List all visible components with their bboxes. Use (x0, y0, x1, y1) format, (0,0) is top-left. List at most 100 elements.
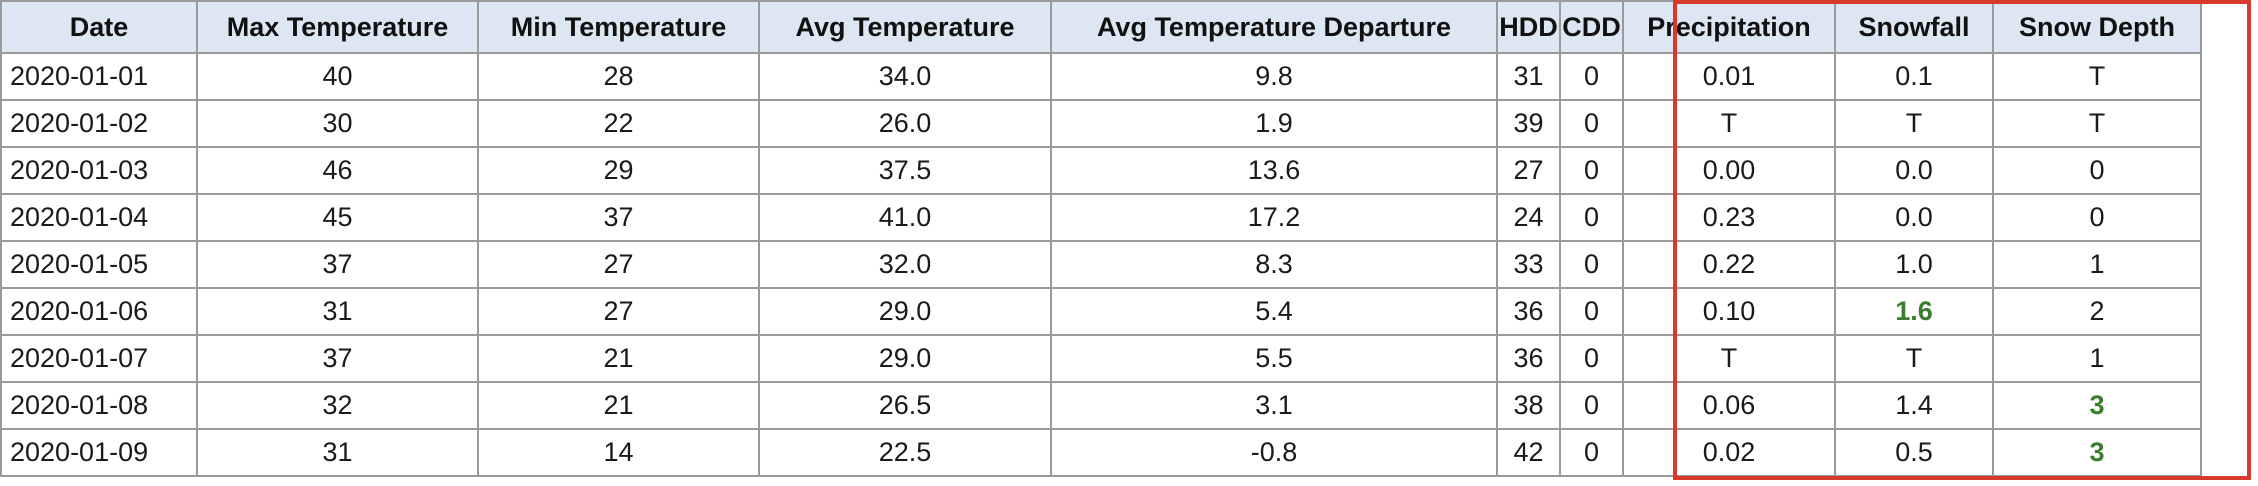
cell-date: 2020-01-07 (0, 334, 198, 383)
cell-hdd: 38 (1496, 381, 1561, 430)
cell-avg-temperature-departure: 3.1 (1050, 381, 1498, 430)
table-row: 2020-01-02 30 22 26.0 1.9 39 0 T T T (0, 99, 2202, 148)
cell-snowfall-highlighted: 1.6 (1834, 287, 1994, 336)
cell-cdd: 0 (1559, 240, 1624, 289)
cell-snow-depth-highlighted: 3 (1992, 428, 2202, 477)
cell-date: 2020-01-08 (0, 381, 198, 430)
cell-min-temperature: 21 (477, 334, 760, 383)
cell-hdd: 39 (1496, 99, 1561, 148)
cell-avg-temperature-departure: 5.5 (1050, 334, 1498, 383)
cell-cdd: 0 (1559, 287, 1624, 336)
cell-cdd: 0 (1559, 193, 1624, 242)
cell-precipitation: T (1622, 99, 1836, 148)
cell-date: 2020-01-01 (0, 52, 198, 101)
cell-max-temperature: 40 (196, 52, 479, 101)
cell-max-temperature: 37 (196, 334, 479, 383)
cell-avg-temperature: 26.5 (758, 381, 1052, 430)
table-row: 2020-01-04 45 37 41.0 17.2 24 0 0.23 0.0… (0, 193, 2202, 242)
cell-min-temperature: 28 (477, 52, 760, 101)
climate-data-table: Date Max Temperature Min Temperature Avg… (0, 0, 2202, 477)
header-avg-temperature[interactable]: Avg Temperature (758, 0, 1052, 54)
table-row: 2020-01-01 40 28 34.0 9.8 31 0 0.01 0.1 … (0, 52, 2202, 101)
header-snow-depth[interactable]: Snow Depth (1992, 0, 2202, 54)
cell-avg-temperature: 41.0 (758, 193, 1052, 242)
cell-snow-depth: T (1992, 52, 2202, 101)
cell-avg-temperature: 22.5 (758, 428, 1052, 477)
cell-avg-temperature-departure: 8.3 (1050, 240, 1498, 289)
cell-avg-temperature: 34.0 (758, 52, 1052, 101)
cell-max-temperature: 31 (196, 287, 479, 336)
cell-cdd: 0 (1559, 334, 1624, 383)
cell-snow-depth: 0 (1992, 146, 2202, 195)
cell-avg-temperature-departure: -0.8 (1050, 428, 1498, 477)
table-header-row: Date Max Temperature Min Temperature Avg… (0, 0, 2202, 54)
cell-hdd: 36 (1496, 287, 1561, 336)
cell-avg-temperature-departure: 17.2 (1050, 193, 1498, 242)
cell-snowfall: 1.4 (1834, 381, 1994, 430)
cell-snow-depth: 1 (1992, 334, 2202, 383)
cell-avg-temperature: 32.0 (758, 240, 1052, 289)
cell-min-temperature: 27 (477, 287, 760, 336)
cell-precipitation: 0.23 (1622, 193, 1836, 242)
table-row: 2020-01-05 37 27 32.0 8.3 33 0 0.22 1.0 … (0, 240, 2202, 289)
cell-max-temperature: 37 (196, 240, 479, 289)
cell-precipitation: 0.01 (1622, 52, 1836, 101)
cell-cdd: 0 (1559, 381, 1624, 430)
cell-snowfall: 0.0 (1834, 193, 1994, 242)
cell-avg-temperature-departure: 1.9 (1050, 99, 1498, 148)
header-max-temperature[interactable]: Max Temperature (196, 0, 479, 54)
header-min-temperature[interactable]: Min Temperature (477, 0, 760, 54)
table-row: 2020-01-07 37 21 29.0 5.5 36 0 T T 1 (0, 334, 2202, 383)
cell-snow-depth: 0 (1992, 193, 2202, 242)
cell-precipitation: 0.00 (1622, 146, 1836, 195)
cell-min-temperature: 29 (477, 146, 760, 195)
cell-min-temperature: 21 (477, 381, 760, 430)
cell-precipitation: 0.22 (1622, 240, 1836, 289)
cell-snowfall: T (1834, 99, 1994, 148)
header-date[interactable]: Date (0, 0, 198, 54)
cell-date: 2020-01-05 (0, 240, 198, 289)
cell-cdd: 0 (1559, 52, 1624, 101)
cell-date: 2020-01-04 (0, 193, 198, 242)
cell-max-temperature: 31 (196, 428, 479, 477)
cell-cdd: 0 (1559, 428, 1624, 477)
cell-snow-depth: 1 (1992, 240, 2202, 289)
cell-min-temperature: 37 (477, 193, 760, 242)
cell-avg-temperature-departure: 9.8 (1050, 52, 1498, 101)
cell-date: 2020-01-06 (0, 287, 198, 336)
cell-snow-depth: 2 (1992, 287, 2202, 336)
header-precipitation[interactable]: Precipitation (1622, 0, 1836, 54)
cell-snow-depth-highlighted: 3 (1992, 381, 2202, 430)
cell-cdd: 0 (1559, 146, 1624, 195)
cell-avg-temperature: 29.0 (758, 287, 1052, 336)
cell-avg-temperature: 37.5 (758, 146, 1052, 195)
cell-max-temperature: 45 (196, 193, 479, 242)
cell-hdd: 42 (1496, 428, 1561, 477)
header-snowfall[interactable]: Snowfall (1834, 0, 1994, 54)
cell-snowfall: 0.0 (1834, 146, 1994, 195)
cell-hdd: 33 (1496, 240, 1561, 289)
cell-precipitation: T (1622, 334, 1836, 383)
cell-avg-temperature-departure: 13.6 (1050, 146, 1498, 195)
cell-precipitation: 0.02 (1622, 428, 1836, 477)
table-row: 2020-01-03 46 29 37.5 13.6 27 0 0.00 0.0… (0, 146, 2202, 195)
header-cdd[interactable]: CDD (1559, 0, 1624, 54)
cell-hdd: 31 (1496, 52, 1561, 101)
cell-date: 2020-01-09 (0, 428, 198, 477)
table-row: 2020-01-08 32 21 26.5 3.1 38 0 0.06 1.4 … (0, 381, 2202, 430)
cell-snowfall: 0.5 (1834, 428, 1994, 477)
cell-max-temperature: 30 (196, 99, 479, 148)
cell-avg-temperature: 26.0 (758, 99, 1052, 148)
cell-avg-temperature-departure: 5.4 (1050, 287, 1498, 336)
cell-date: 2020-01-03 (0, 146, 198, 195)
header-avg-temperature-departure[interactable]: Avg Temperature Departure (1050, 0, 1498, 54)
cell-hdd: 27 (1496, 146, 1561, 195)
cell-hdd: 36 (1496, 334, 1561, 383)
cell-snow-depth: T (1992, 99, 2202, 148)
cell-min-temperature: 14 (477, 428, 760, 477)
header-hdd[interactable]: HDD (1496, 0, 1561, 54)
cell-snowfall: T (1834, 334, 1994, 383)
cell-max-temperature: 32 (196, 381, 479, 430)
cell-snowfall: 0.1 (1834, 52, 1994, 101)
cell-min-temperature: 27 (477, 240, 760, 289)
